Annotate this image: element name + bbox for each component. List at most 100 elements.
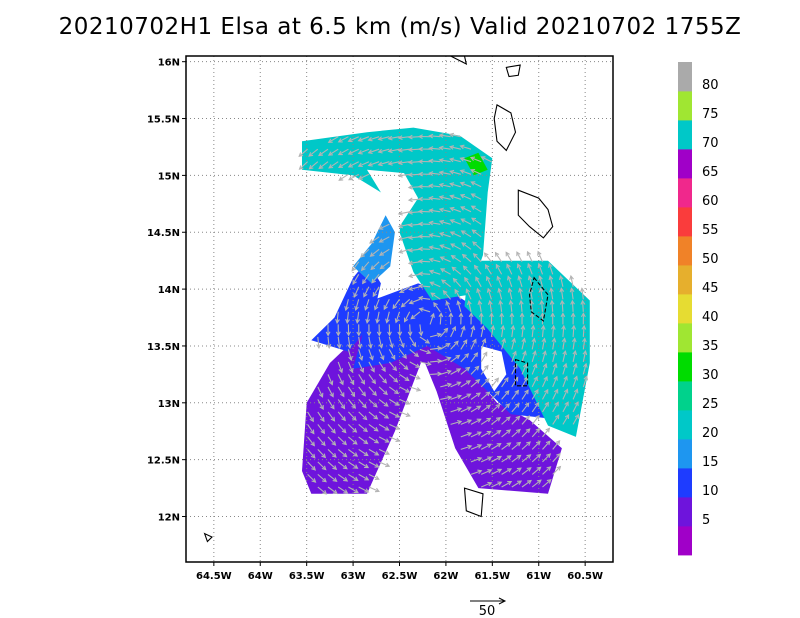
wind-vector <box>358 336 361 348</box>
wind-vector-head <box>514 389 519 395</box>
wind-vector-head <box>395 425 401 430</box>
wind-vector-head <box>298 152 304 158</box>
wind-vector <box>317 436 326 446</box>
wind-vector <box>346 311 349 323</box>
colorbar-segment <box>678 149 692 179</box>
wind-vector <box>419 297 431 300</box>
wind-region-green-spot-north <box>464 152 488 176</box>
wind-vector <box>480 352 488 363</box>
wind-vector <box>327 449 337 458</box>
wind-vector <box>419 260 431 263</box>
wind-vector-head <box>407 197 413 203</box>
wind-vector-head <box>438 133 444 138</box>
colorbar-label: 75 <box>702 107 719 122</box>
wind-vector-head <box>311 478 317 483</box>
wind-vector <box>519 288 523 300</box>
wind-vector-head <box>405 388 411 393</box>
wind-vector <box>327 411 335 422</box>
wind-vector-head <box>403 317 409 323</box>
wind-vector <box>307 424 315 434</box>
wind-vector-head <box>563 375 568 381</box>
wind-vector-head <box>372 391 377 396</box>
colorbar-label: 20 <box>702 426 719 441</box>
wind-vector <box>460 206 472 213</box>
wind-vector <box>552 466 561 475</box>
wind-vector-head <box>478 312 484 318</box>
wind-vector <box>531 363 537 375</box>
wind-vector <box>309 161 319 170</box>
wind-vector <box>348 473 358 481</box>
colorbar: 5 10 15 20 25 30 35 40 45 50 55 60 65 70 75 80 <box>678 62 719 556</box>
wind-vector <box>561 300 564 312</box>
wind-vector <box>450 219 462 225</box>
longitude-axis: 64.5W 64W 63.5W 63W 62.5W 62W 61.5W 61W 60.5W <box>196 562 603 582</box>
wind-vector <box>511 416 520 425</box>
wind-vector-head <box>359 367 365 373</box>
wind-vector <box>378 161 390 166</box>
wind-vector <box>408 261 420 264</box>
wind-vector-head <box>522 363 528 369</box>
wind-vector <box>395 311 401 323</box>
wind-vector <box>378 461 390 467</box>
wind-vector <box>480 404 491 413</box>
wind-vector-head <box>580 312 586 318</box>
wind-vector-head <box>508 299 514 305</box>
wind-region-east-green-band <box>464 260 590 437</box>
wind-vector <box>539 276 544 287</box>
wind-vector <box>388 161 400 165</box>
wind-vector <box>408 173 420 176</box>
wind-vector <box>480 338 486 350</box>
wind-vector <box>572 376 578 388</box>
wind-vector-head <box>397 135 403 141</box>
wind-vector-head <box>418 331 424 337</box>
wind-vector <box>542 453 551 463</box>
wind-vector <box>347 361 354 373</box>
reference-vector-arrowhead <box>498 597 507 605</box>
wind-vector <box>480 378 490 388</box>
wind-vector-head <box>464 276 469 282</box>
colorbar-label: 40 <box>702 310 719 325</box>
wind-vector <box>409 298 421 304</box>
wind-vector-head <box>387 135 393 141</box>
wind-vector <box>470 339 477 350</box>
wind-vector <box>429 160 441 163</box>
wind-vector <box>358 486 369 493</box>
wind-vector-head <box>436 332 442 338</box>
wind-vector <box>337 473 348 482</box>
wind-vector <box>474 265 482 275</box>
wind-vector <box>439 134 451 138</box>
wind-vector <box>388 361 397 371</box>
wind-vector <box>511 338 516 350</box>
wind-vector-head <box>469 156 476 162</box>
wind-vector-head <box>376 331 382 337</box>
wind-vector-head <box>418 295 424 301</box>
wind-vector-head <box>341 416 346 422</box>
wind-vector-head <box>335 331 341 337</box>
wind-vector <box>371 273 380 284</box>
wind-vector-head <box>384 438 390 443</box>
wind-vector <box>368 473 380 480</box>
wind-vector <box>399 398 410 405</box>
wind-vector-head <box>394 318 400 324</box>
wind-vector <box>337 486 348 494</box>
wind-vector <box>449 158 461 163</box>
wind-vector <box>368 448 379 456</box>
wind-vector-head <box>583 375 589 381</box>
wind-vector <box>460 406 472 413</box>
wind-vector <box>527 251 533 263</box>
wind-vector <box>368 148 380 154</box>
wind-vector-head <box>487 456 493 461</box>
wind-vector-head <box>405 412 411 417</box>
wind-vector <box>460 393 471 400</box>
wind-vector-head <box>465 288 471 294</box>
wind-vector-head <box>387 148 393 154</box>
wind-vector-head <box>418 307 424 312</box>
wind-vector <box>429 172 441 175</box>
wind-vector-head <box>475 276 480 282</box>
wind-vector-head <box>524 402 530 408</box>
wind-vector <box>541 363 547 375</box>
wind-vector-head <box>349 368 354 374</box>
wind-vector-head <box>387 160 393 166</box>
wind-vector-head <box>366 331 372 337</box>
wind-vector-head <box>398 249 404 254</box>
